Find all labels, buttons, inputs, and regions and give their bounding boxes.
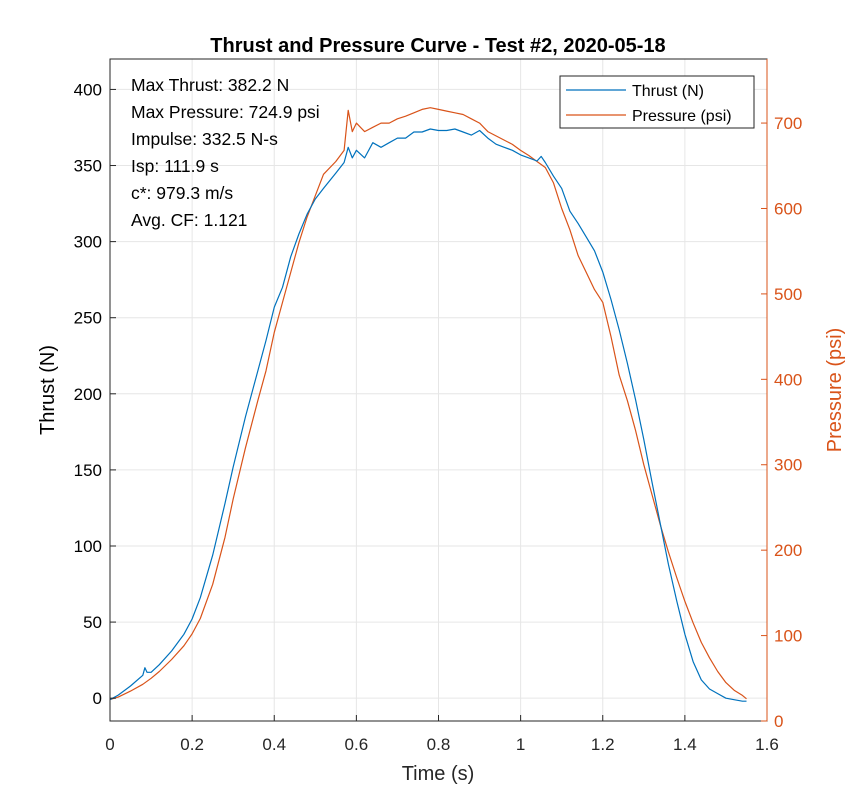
series-line-thrust: [109, 128, 747, 702]
legend-label-thrust: Thrust (N): [632, 83, 704, 100]
y-right-tick-label: 100: [774, 627, 802, 646]
y-left-tick-label: 300: [74, 233, 102, 252]
y-right-tick-label: 600: [774, 199, 802, 218]
y-right-tick-label: 400: [774, 370, 802, 389]
series-line-pressure: [109, 107, 747, 701]
annotation-avg-cf: Avg. CF: 1.121: [131, 210, 247, 230]
y-left-tick-labels: 0 50 100 150 200 250 300 350 400: [74, 80, 102, 708]
y-left-tick-label: 400: [74, 80, 102, 99]
x-tick-labels: 0 0.2 0.4 0.6 0.8 1 1.2 1.4 1.6: [105, 735, 779, 754]
series-layer: [109, 107, 747, 702]
y-axis-right-label: Pressure (psi): [824, 328, 846, 452]
legend-label-pressure: Pressure (psi): [632, 108, 732, 125]
tick-marks: [109, 59, 768, 722]
x-tick-label: 0.2: [180, 735, 204, 754]
y-left-tick-label: 100: [74, 537, 102, 556]
annotation-max-thrust: Max Thrust: 382.2 N: [131, 75, 289, 95]
x-tick-label: 1.4: [673, 735, 697, 754]
y-left-tick-label: 200: [74, 385, 102, 404]
y-axis-left-label: Thrust (N): [37, 345, 59, 435]
y-left-tick-label: 50: [83, 613, 102, 632]
annotation-cstar: c*: 979.3 m/s: [131, 183, 233, 203]
x-tick-label: 0.6: [345, 735, 369, 754]
y-right-tick-label: 300: [774, 456, 802, 475]
y-right-tick-label: 0: [774, 712, 783, 731]
chart-title: Thrust and Pressure Curve - Test #2, 202…: [210, 35, 665, 57]
y-right-tick-label: 200: [774, 541, 802, 560]
y-right-tick-label: 500: [774, 285, 802, 304]
y-right-tick-labels: 0 100 200 300 400 500 600 700: [774, 114, 802, 731]
x-tick-label: 1: [516, 735, 525, 754]
annotation-max-pressure: Max Pressure: 724.9 psi: [131, 102, 320, 122]
x-tick-label: 0.8: [427, 735, 451, 754]
x-tick-label: 0.4: [262, 735, 286, 754]
y-left-tick-label: 250: [74, 309, 102, 328]
legend: Thrust (N) Pressure (psi): [559, 75, 755, 129]
x-tick-label: 1.2: [591, 735, 615, 754]
annotation-impulse: Impulse: 332.5 N-s: [131, 129, 278, 149]
y-left-tick-label: 0: [93, 689, 102, 708]
x-tick-label: 0: [105, 735, 114, 754]
y-left-tick-label: 350: [74, 157, 102, 176]
y-left-tick-label: 150: [74, 461, 102, 480]
grid-lines: [109, 59, 768, 721]
legend-box: [559, 75, 755, 129]
x-tick-label: 1.6: [755, 735, 779, 754]
y-right-tick-label: 700: [774, 114, 802, 133]
x-axis-label: Time (s): [402, 763, 475, 785]
annotation-isp: Isp: 111.9 s: [131, 156, 219, 176]
stats-annotation: Max Thrust: 382.2 N Max Pressure: 724.9 …: [131, 75, 320, 230]
